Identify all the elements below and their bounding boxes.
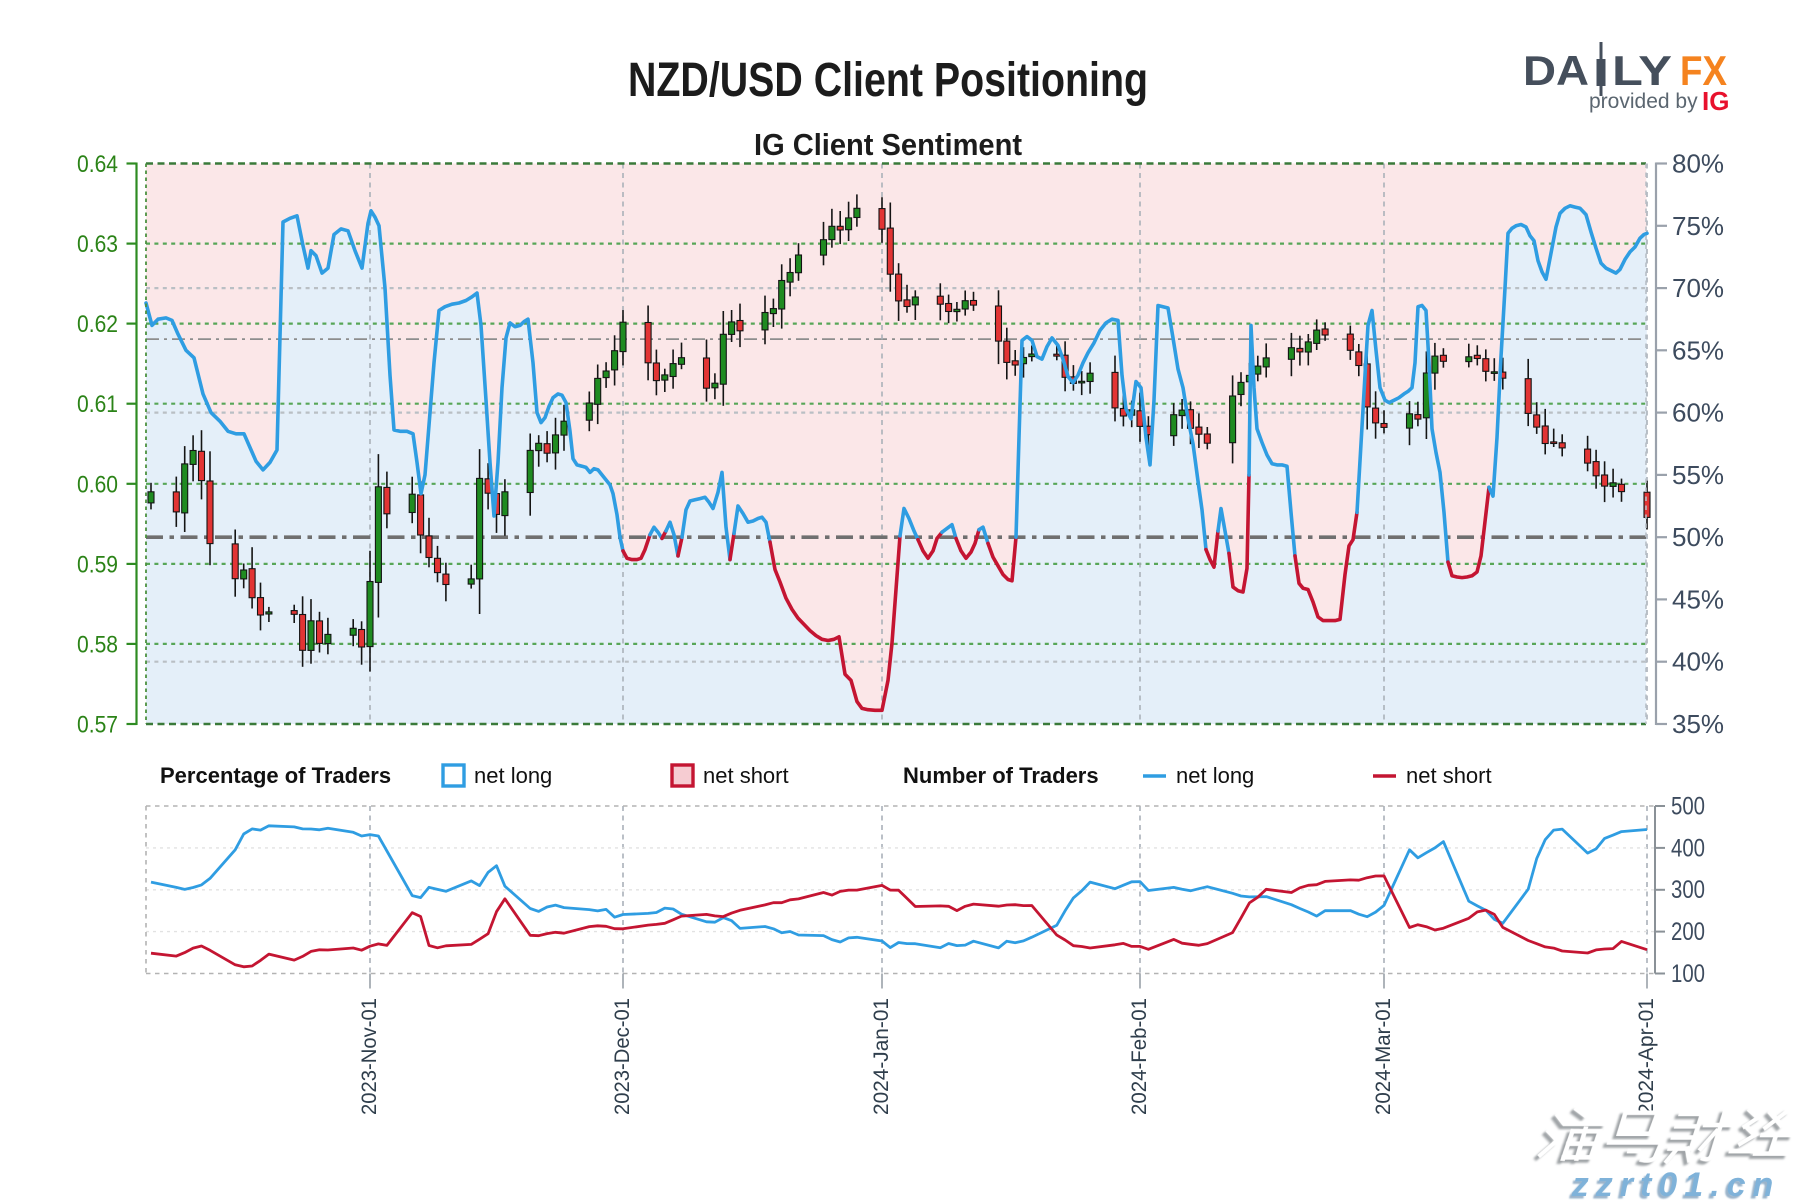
svg-text:50%: 50% bbox=[1672, 522, 1724, 552]
svg-text:0.59: 0.59 bbox=[77, 551, 118, 578]
svg-text:55%: 55% bbox=[1672, 460, 1724, 490]
svg-text:FX: FX bbox=[1680, 47, 1727, 94]
svg-text:0.61: 0.61 bbox=[77, 391, 118, 418]
svg-text:2023-Nov-01: 2023-Nov-01 bbox=[357, 998, 381, 1115]
svg-text:75%: 75% bbox=[1672, 211, 1724, 241]
svg-text:200: 200 bbox=[1671, 918, 1705, 946]
svg-text:35%: 35% bbox=[1672, 709, 1724, 739]
svg-text:2024-Feb-01: 2024-Feb-01 bbox=[1127, 998, 1151, 1115]
svg-text:500: 500 bbox=[1671, 793, 1705, 821]
svg-text:net long: net long bbox=[474, 763, 552, 788]
svg-text:NZD/USD Client Positioning: NZD/USD Client Positioning bbox=[628, 54, 1148, 107]
svg-text:2023-Dec-01: 2023-Dec-01 bbox=[610, 998, 634, 1115]
svg-text:0.62: 0.62 bbox=[77, 311, 118, 338]
svg-text:net long: net long bbox=[1176, 763, 1254, 788]
svg-text:LY: LY bbox=[1612, 47, 1672, 94]
svg-text:IG: IG bbox=[1702, 86, 1729, 116]
svg-text:0.64: 0.64 bbox=[77, 151, 118, 178]
svg-text:0.60: 0.60 bbox=[77, 471, 118, 498]
svg-text:2024-Mar-01: 2024-Mar-01 bbox=[1371, 998, 1395, 1115]
svg-text:net short: net short bbox=[1406, 763, 1492, 788]
svg-text:40%: 40% bbox=[1672, 647, 1724, 677]
svg-text:2024-Apr-01: 2024-Apr-01 bbox=[1634, 998, 1658, 1115]
svg-text:2024-Jan-01: 2024-Jan-01 bbox=[869, 998, 893, 1115]
svg-text:400: 400 bbox=[1671, 834, 1705, 862]
svg-text:net short: net short bbox=[703, 763, 789, 788]
svg-text:Number of Traders: Number of Traders bbox=[903, 763, 1099, 788]
svg-text:60%: 60% bbox=[1672, 398, 1724, 428]
svg-text:DA: DA bbox=[1523, 47, 1589, 94]
svg-text:provided by: provided by bbox=[1589, 90, 1698, 113]
svg-text:100: 100 bbox=[1671, 960, 1705, 988]
svg-text:0.57: 0.57 bbox=[77, 712, 118, 739]
svg-text:zzrt01.cn: zzrt01.cn bbox=[1571, 1166, 1781, 1200]
svg-text:Percentage of Traders: Percentage of Traders bbox=[160, 763, 391, 788]
svg-text:IG Client Sentiment: IG Client Sentiment bbox=[754, 127, 1022, 162]
svg-text:45%: 45% bbox=[1672, 584, 1724, 614]
svg-text:70%: 70% bbox=[1672, 273, 1724, 303]
svg-text:0.58: 0.58 bbox=[77, 631, 118, 658]
svg-text:0.63: 0.63 bbox=[77, 231, 118, 258]
svg-text:300: 300 bbox=[1671, 876, 1705, 904]
svg-text:80%: 80% bbox=[1672, 149, 1724, 179]
svg-text:65%: 65% bbox=[1672, 335, 1724, 365]
